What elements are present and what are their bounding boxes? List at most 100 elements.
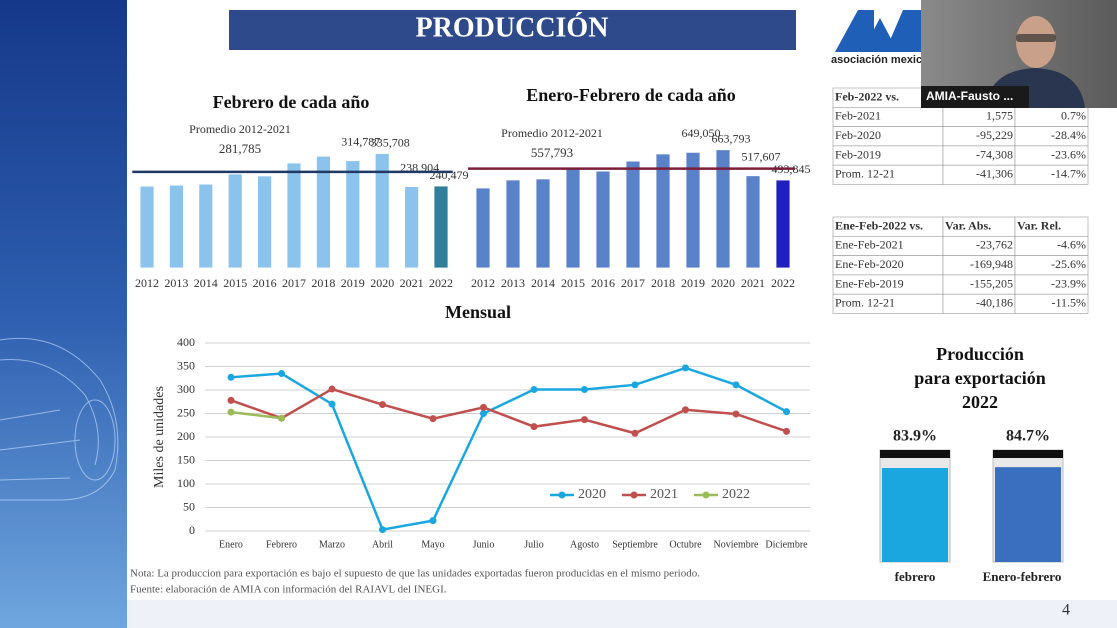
x-tick-label: Octubre: [669, 539, 702, 550]
x-tick-label: Junio: [473, 539, 495, 550]
point: [682, 406, 689, 414]
bar: [433, 185, 449, 269]
table-value: Prom. 12-21: [835, 167, 895, 181]
point: [682, 364, 689, 372]
bar: [505, 179, 521, 269]
y-tick-label: 100: [177, 476, 195, 490]
name-tag: [921, 86, 1029, 108]
x-tick-label: 2019: [341, 276, 365, 290]
y-tick-label: 0: [189, 523, 195, 537]
x-tick-label: 2016: [591, 276, 615, 290]
logo: [835, 10, 921, 52]
bar: [286, 162, 302, 269]
reference-label: Promedio 2012-2021: [501, 126, 603, 140]
x-tick-label: Noviembre: [714, 539, 760, 550]
table-value: -23,762: [976, 238, 1013, 252]
value-label: 335,708: [371, 135, 410, 149]
table-value: -95,229: [976, 128, 1013, 142]
bar: [595, 170, 611, 269]
table-value: -23.6%: [1051, 147, 1086, 161]
x-tick-label: 2018: [311, 276, 335, 290]
x-tick-label: 2019: [681, 276, 705, 290]
bar: [995, 467, 1061, 562]
point: [328, 385, 336, 393]
table-value: Prom. 12-21: [835, 296, 895, 310]
table-header: Var. Rel.: [1017, 218, 1061, 232]
point: [227, 408, 235, 416]
title-box: [229, 10, 796, 50]
legend-swatch: [630, 491, 638, 499]
cap: [993, 450, 1063, 458]
x-tick-label: febrero: [895, 569, 936, 584]
x-tick-label: 2014: [194, 276, 218, 290]
chart-title: Febrero de cada año: [213, 92, 370, 112]
table-value: -4.6%: [1057, 238, 1086, 252]
x-tick-label: 2021: [741, 276, 765, 290]
x-tick-label: 2018: [651, 276, 675, 290]
point: [278, 370, 285, 378]
legend-swatch: [702, 491, 710, 499]
series-line: [230, 387, 787, 435]
bar: [745, 175, 761, 269]
table-value: -14.7%: [1051, 167, 1086, 181]
series-line: [230, 410, 282, 420]
point: [227, 373, 235, 381]
chart-title: Mensual: [445, 302, 511, 322]
point: [429, 415, 437, 423]
table-value: -25.6%: [1051, 257, 1086, 271]
point: [278, 414, 285, 422]
x-tick-label: 2013: [501, 276, 525, 290]
table-value: -155,205: [970, 276, 1013, 290]
table-cell: [1014, 293, 1089, 314]
point: [732, 381, 740, 389]
chart-title: Enero-Febrero de cada año: [526, 85, 736, 105]
bar: [625, 160, 641, 269]
point: [783, 427, 790, 435]
legend-label: 2021: [650, 487, 678, 502]
table-header: Ene-Feb-2022 vs.: [835, 218, 923, 232]
bar: [198, 183, 214, 269]
table-value: -28.4%: [1051, 128, 1086, 142]
chart-title: 2022: [962, 392, 998, 412]
x-tick-label: Marzo: [319, 539, 345, 550]
table-value: -74,308: [976, 147, 1013, 161]
legend-label: 2022: [722, 487, 750, 502]
x-tick-label: Diciembre: [765, 539, 808, 550]
logo-text: asociación mexic: [831, 54, 922, 66]
x-tick-label: 2017: [282, 276, 306, 290]
legend-label: 2020: [578, 487, 606, 502]
point: [530, 423, 538, 431]
table-value: -40,186: [976, 296, 1013, 310]
bar: [139, 185, 155, 269]
point: [631, 381, 639, 389]
table-header: Feb-2022 vs.: [835, 89, 899, 103]
table-value: 0.7%: [1061, 109, 1086, 123]
point: [379, 526, 386, 534]
x-tick-label: 2015: [223, 276, 247, 290]
x-tick-label: Mayo: [421, 539, 444, 550]
x-tick-label: 2012: [471, 276, 495, 290]
value-label: 517,607: [742, 150, 781, 164]
table-value: -11.5%: [1051, 296, 1086, 310]
point: [379, 401, 386, 409]
table-cell: [1014, 164, 1089, 185]
x-tick-label: 2014: [531, 276, 555, 290]
y-tick-label: 300: [177, 382, 195, 396]
value-label: 663,793: [712, 131, 751, 145]
x-tick-label: 2013: [164, 276, 188, 290]
slide-title: PRODUCCIÓN: [416, 12, 609, 43]
x-tick-label: 2016: [253, 276, 277, 290]
table-value: -41,306: [976, 167, 1013, 181]
x-tick-label: Septiembre: [612, 539, 658, 550]
x-tick-label: 2012: [135, 276, 159, 290]
y-tick-label: 250: [177, 405, 195, 419]
y-tick-label: 350: [177, 358, 195, 372]
x-tick-label: Febrero: [266, 539, 297, 550]
bar: [315, 155, 331, 269]
y-axis-label: Miles de unidades: [152, 386, 167, 488]
table-value: 1,575: [986, 109, 1013, 123]
table-value: Feb-2021: [835, 109, 881, 123]
chart-title: Producción: [936, 344, 1024, 364]
reference-label: Promedio 2012-2021: [189, 122, 291, 136]
value-label: 84.7%: [1006, 428, 1050, 445]
